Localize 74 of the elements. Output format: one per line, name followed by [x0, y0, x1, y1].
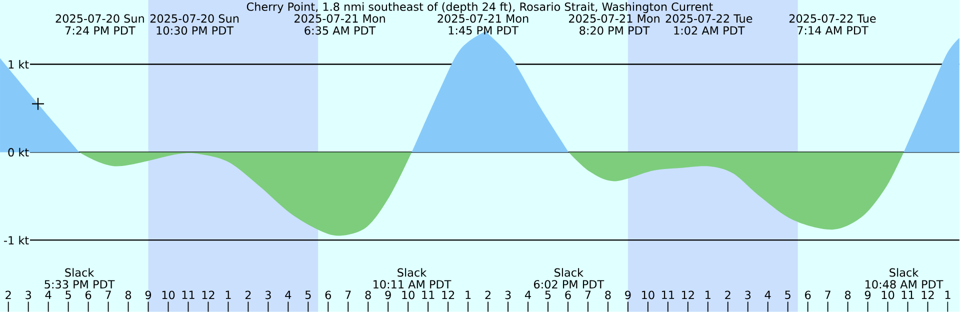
annotation: 8:20 PM PDT — [580, 26, 650, 35]
x-tick-label: 10 — [402, 290, 414, 300]
annotation: 7:14 AM PDT — [798, 26, 868, 34]
annotation: 10:11 AM PDT — [374, 280, 452, 288]
x-tick-label: 6 — [325, 290, 331, 300]
x-tick-label: 11 — [902, 290, 914, 299]
annotation: 2025-07-20 Sun — [150, 14, 239, 23]
x-tick-label: 3 — [26, 290, 31, 300]
x-tick-label: 5 — [66, 290, 71, 299]
annotation: 2025-07-21 Mon — [569, 14, 660, 23]
x-tick-label: 10 — [162, 290, 175, 300]
x-tick-label: 5 — [785, 290, 790, 299]
x-tick-label: 12 — [922, 290, 934, 299]
x-tick-label: 9 — [864, 290, 871, 300]
annotation: 5:33 PM PDT — [44, 280, 115, 288]
x-tick-label: 9 — [385, 290, 391, 300]
x-tick-label: 4 — [45, 290, 52, 299]
annotation: 2025-07-20 Sun — [56, 14, 144, 23]
x-tick-label: 7 — [825, 290, 830, 299]
x-tick-label: 6 — [805, 290, 811, 300]
y-tick-label: 1 kt — [8, 60, 29, 68]
x-tick-label: 12 — [682, 290, 694, 299]
x-tick-label: 4 — [764, 290, 771, 299]
x-tick-label: 8 — [605, 290, 611, 300]
x-tick-label: 10 — [882, 290, 894, 300]
y-tick-label: 0 kt — [8, 148, 29, 156]
chart-title: Cherry Point, 1.8 nmi southeast of (depth 24 ft), Rosario Strait, Washington Current — [246, 2, 713, 13]
x-tick-label: 12 — [202, 290, 214, 299]
annotation: 6:35 AM PDT — [304, 26, 376, 35]
x-tick-label: 3 — [265, 290, 271, 300]
y-tick-label: -1 kt — [4, 236, 29, 244]
annotation: Slack — [554, 268, 584, 277]
annotation: 1:45 PM PDT — [448, 26, 518, 34]
annotation: 10:30 PM PDT — [156, 26, 234, 35]
x-tick-label: 11 — [422, 290, 434, 299]
x-tick-label: 1 — [706, 290, 710, 299]
x-tick-label: 5 — [305, 290, 311, 299]
x-tick-label: 7 — [345, 290, 351, 299]
x-tick-label: 6 — [565, 290, 571, 300]
x-tick-label: 7 — [585, 290, 591, 299]
annotation: Slack — [890, 268, 919, 277]
annotation: Slack — [65, 268, 94, 277]
x-tick-label: 6 — [86, 290, 92, 300]
x-tick-label: 8 — [125, 290, 132, 300]
x-tick-label: 2 — [485, 290, 490, 299]
annotation: 2025-07-21 Mon — [294, 14, 385, 23]
annotation: Slack — [398, 268, 427, 277]
x-tick-label: 11 — [182, 290, 194, 299]
x-tick-label: 8 — [365, 290, 371, 300]
x-tick-label: 5 — [545, 290, 551, 299]
x-tick-label: 9 — [625, 290, 631, 300]
x-tick-label: 11 — [662, 290, 674, 299]
annotation: 2025-07-21 Mon — [438, 14, 528, 23]
x-tick-label: 2 — [245, 290, 251, 299]
x-tick-label: 3 — [505, 290, 511, 300]
x-tick-label: 2 — [6, 290, 11, 299]
x-tick-label: 1 — [466, 290, 471, 299]
annotation: 7:24 PM PDT — [65, 26, 136, 34]
x-tick-label: 1 — [945, 290, 950, 299]
annotation: 2025-07-22 Tue — [789, 14, 876, 23]
annotation: 10:48 AM PDT — [866, 280, 944, 288]
x-tick-label: 3 — [745, 290, 751, 300]
annotation: 6:02 PM PDT — [534, 280, 604, 288]
x-tick-label: 7 — [106, 290, 111, 299]
annotation: 1:02 AM PDT — [674, 26, 745, 35]
x-tick-label: 9 — [145, 290, 152, 300]
x-tick-label: 4 — [285, 290, 292, 299]
x-tick-label: 1 — [226, 290, 231, 299]
x-tick-label: 12 — [442, 290, 454, 299]
x-tick-label: 10 — [642, 290, 654, 300]
x-tick-label: 8 — [844, 290, 851, 300]
x-tick-label: 4 — [524, 290, 531, 299]
annotation: 2025-07-22 Tue — [666, 14, 752, 23]
x-tick-label: 2 — [725, 290, 730, 299]
